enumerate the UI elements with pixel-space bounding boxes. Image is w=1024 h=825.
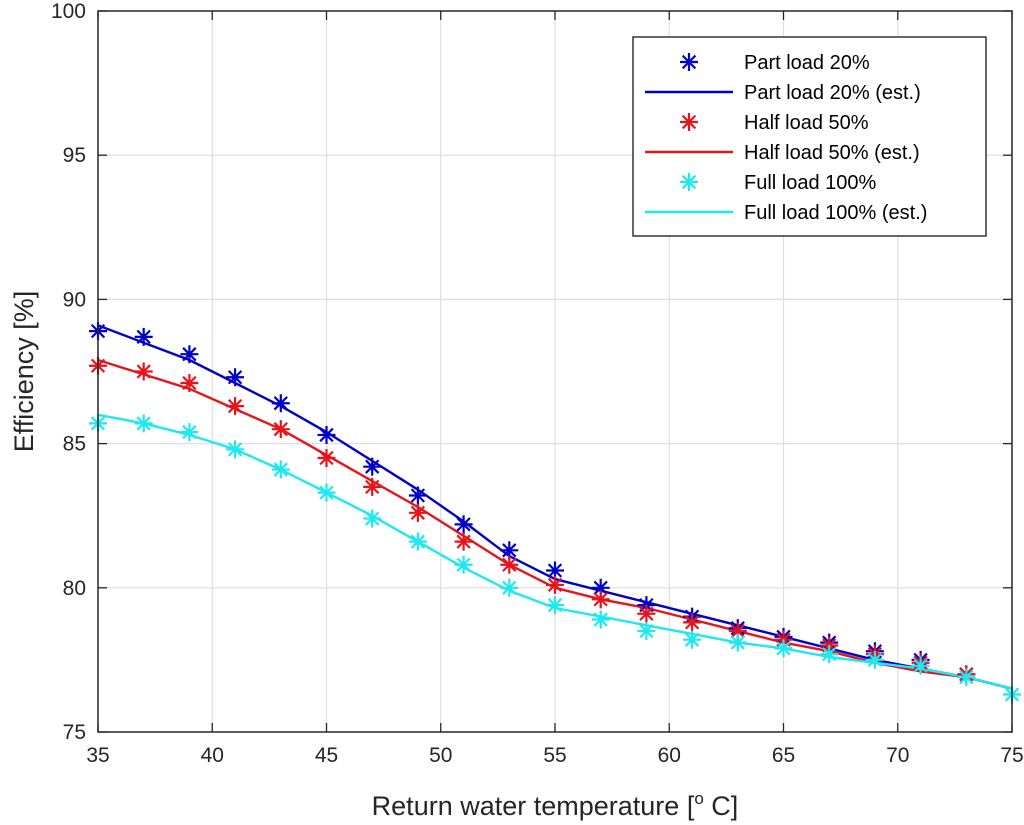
data-point: [134, 362, 153, 381]
legend-entry: Half load 50% (est.): [645, 142, 920, 164]
y-tick-label: 90: [63, 288, 86, 311]
x-tick-label: 45: [315, 744, 338, 767]
y-axis-label: Efficiency [%]: [9, 291, 39, 453]
y-axis-ticks: 75 80 85 90 95 100: [51, 0, 1012, 744]
data-point: [271, 394, 290, 413]
data-point: [500, 541, 519, 560]
x-axis-ticks: 35 40 45 50 55 60 65 70 75: [86, 11, 1024, 767]
x-tick-label: 75: [1000, 744, 1023, 767]
x-tick-label: 50: [429, 744, 452, 767]
y-tick-label: 95: [63, 144, 86, 167]
y-tick-label: 100: [51, 0, 86, 23]
data-point: [363, 457, 382, 476]
data-point: [226, 440, 245, 459]
x-axis-label-superscript: o: [694, 789, 703, 808]
data-point: [820, 645, 839, 664]
y-tick-label: 80: [63, 577, 86, 600]
data-point: [180, 374, 199, 393]
legend-label: Half load 50%: [744, 112, 869, 134]
data-point: [134, 327, 153, 346]
series-markers-half-load-50: [89, 356, 976, 684]
x-tick-label: 60: [658, 744, 681, 767]
data-point: [134, 414, 153, 433]
data-point: [317, 425, 336, 444]
data-point: [408, 532, 427, 551]
data-point: [591, 610, 610, 629]
data-point: [591, 578, 610, 597]
x-tick-label: 65: [772, 744, 795, 767]
data-point: [683, 630, 702, 649]
data-point: [957, 668, 976, 687]
data-point: [728, 633, 747, 652]
x-axis-label: Return water temperature [o C]: [372, 789, 739, 821]
legend-label: Half load 50% (est.): [744, 142, 920, 164]
data-point: [363, 509, 382, 528]
data-point: [637, 622, 656, 641]
data-point: [317, 449, 336, 468]
x-tick-label: 70: [886, 744, 909, 767]
data-point: [728, 622, 747, 641]
legend-label: Full load 100%: [744, 172, 877, 194]
legend-box: [632, 36, 987, 237]
legend-entry: Full load 100% (est.): [645, 202, 927, 224]
legend-label: Full load 100% (est.): [744, 202, 927, 224]
legend-entry: Part load 20% (est.): [645, 82, 921, 104]
data-point: [546, 575, 564, 594]
legend-marker-swatch: [680, 113, 698, 131]
data-point: [911, 656, 930, 675]
data-point: [865, 650, 884, 669]
data-point: [500, 578, 519, 597]
legend: Part load 20% Part load 20% (est.) Half lo…: [632, 36, 987, 237]
data-point: [226, 368, 245, 387]
y-tick-label: 85: [63, 433, 86, 456]
data-point: [317, 483, 336, 502]
data-point: [500, 555, 519, 574]
data-point: [226, 397, 245, 416]
legend-marker-swatch: [680, 173, 698, 191]
x-tick-label: 35: [86, 744, 109, 767]
legend-entry: Part load 20%: [680, 52, 870, 74]
data-point: [637, 604, 656, 623]
data-point: [546, 561, 564, 580]
data-point: [180, 423, 199, 442]
data-point: [408, 503, 427, 522]
data-point: [454, 555, 473, 574]
data-point: [546, 596, 564, 615]
y-tick-label: 75: [63, 721, 86, 744]
x-axis-label-end: C]: [704, 791, 739, 821]
data-point: [683, 613, 702, 632]
data-point: [454, 515, 473, 534]
plot-data: [89, 322, 1021, 704]
x-tick-label: 40: [201, 744, 224, 767]
legend-entry: Half load 50%: [680, 112, 869, 134]
data-point: [774, 639, 793, 658]
x-tick-label: 55: [543, 744, 566, 767]
data-point: [454, 532, 473, 551]
data-point: [591, 590, 610, 609]
data-point: [271, 460, 290, 479]
data-point: [408, 486, 427, 505]
legend-label: Part load 20%: [744, 52, 870, 74]
legend-label: Part load 20% (est.): [744, 82, 921, 104]
legend-marker-swatch: [680, 53, 698, 71]
legend-entry: Full load 100%: [680, 172, 877, 194]
data-point: [271, 420, 290, 439]
data-point: [363, 477, 382, 496]
data-point: [180, 345, 199, 364]
